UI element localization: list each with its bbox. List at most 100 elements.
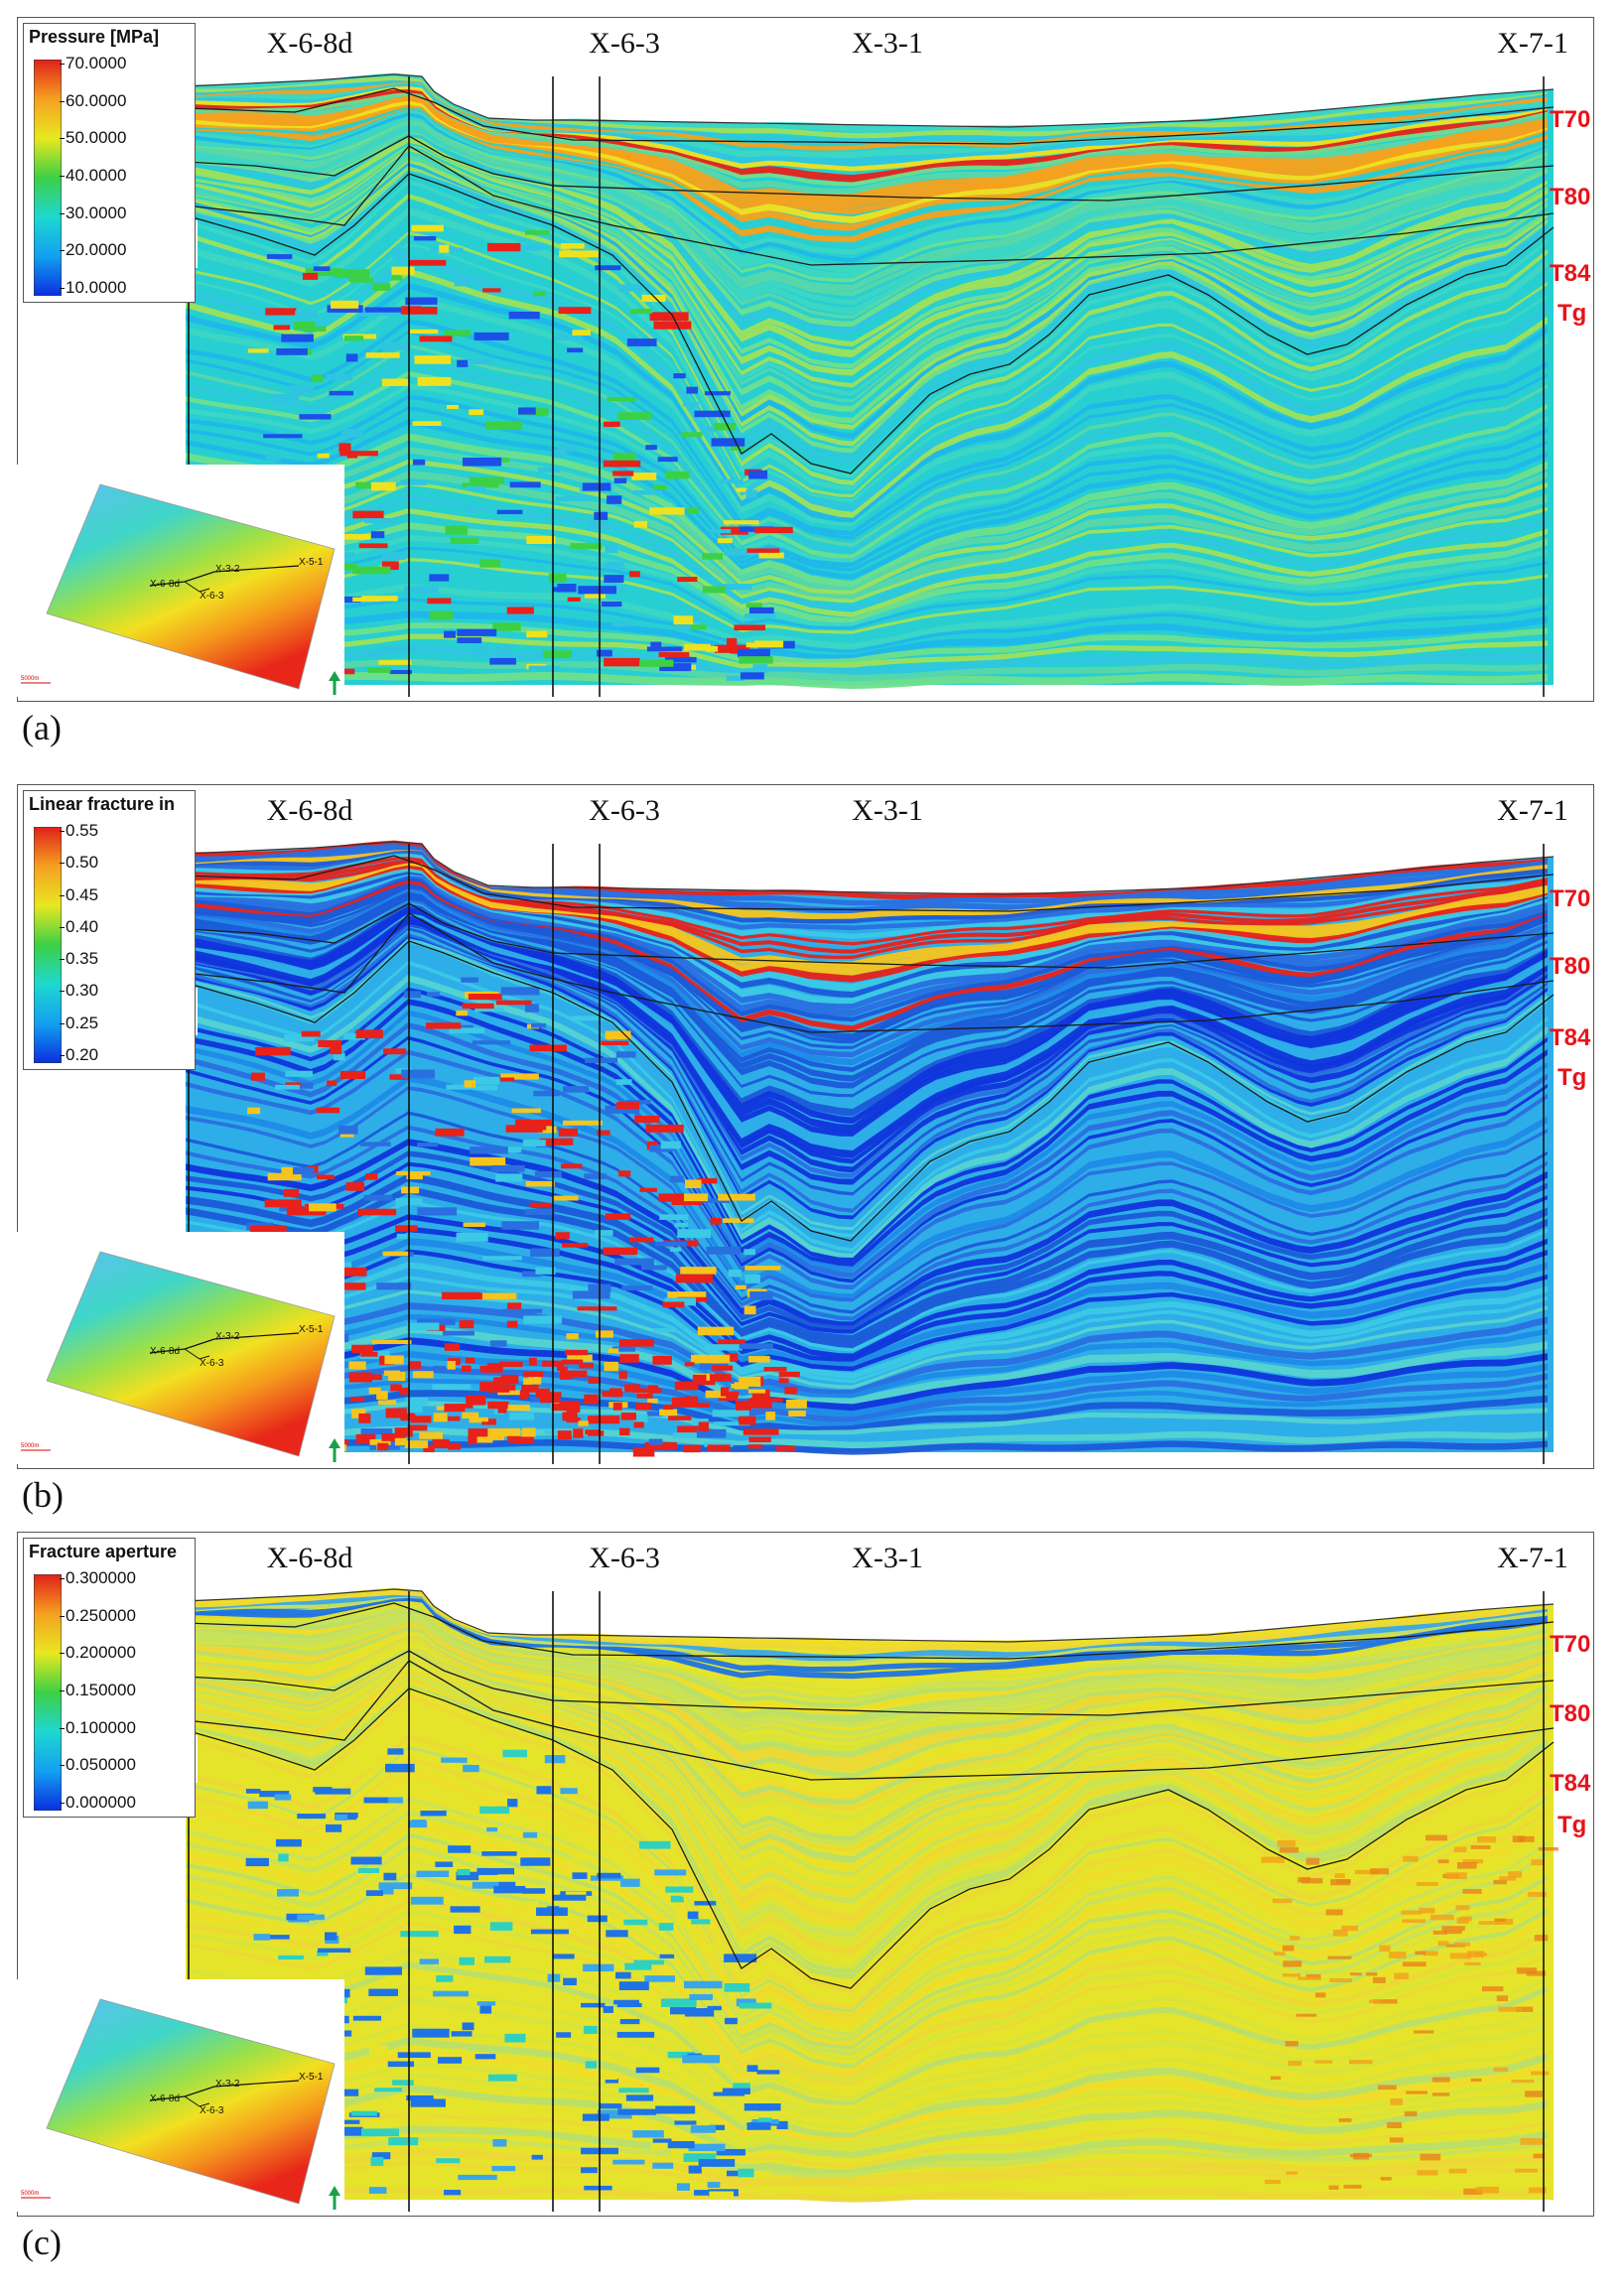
horizon-label-t84: T84 [1550, 1770, 1591, 1797]
horizon-line-tg [185, 940, 1555, 1242]
horizon-label-t84: T84 [1550, 1024, 1591, 1051]
legend-tick-label: 0.50 [59, 853, 99, 873]
seismic-section [185, 1587, 1558, 2212]
legend-gradient [34, 827, 62, 1063]
legend-tick-label: 50.0000 [59, 128, 127, 148]
legend-tick-label: 0.30 [59, 981, 99, 1001]
color-legend: Pressure [MPa] 70.0000 60.0000 50.0000 40.0… [23, 23, 196, 303]
legend-color-bar [34, 60, 62, 296]
well-label-x-6-3: X-6-3 [589, 794, 660, 827]
horizon-label-tg: Tg [1557, 1812, 1587, 1838]
seismic-section [185, 72, 1555, 697]
well-label-x-7-1: X-7-1 [1497, 794, 1568, 827]
color-legend: Fracture aperture 0.300000 0.250000 0.2000… [23, 1538, 196, 1818]
horizon-label-t84: T84 [1550, 260, 1591, 287]
well-label-x-6-8d: X-6-8d [266, 27, 353, 60]
inset-well-label: X-6-8d [150, 1346, 180, 1357]
legend-tick-label: 0.55 [59, 821, 99, 840]
inset-well-label: X-5-1 [299, 2072, 324, 2083]
legend-tick-label: 40.0000 [59, 166, 127, 185]
panel-letter-c: (c) [22, 2223, 62, 2262]
inset-location-map: X-3-2 X-5-1 X-6-8d X-6-3 5000m [11, 465, 344, 697]
horizon-label-t80: T80 [1550, 953, 1591, 980]
inset-map-surface [46, 1251, 336, 1457]
inset-well-label: X-5-1 [299, 557, 324, 568]
horizon-line-t70 [185, 855, 1555, 912]
inset-scale-text: 5000m [21, 1443, 39, 1449]
legend-tick-label: 10.0000 [59, 278, 127, 297]
seismic-section [185, 840, 1555, 1464]
horizon-label-t70: T70 [1550, 885, 1591, 912]
inset-well-label: X-6-8d [150, 579, 180, 590]
horizon-label-t70: T70 [1550, 106, 1591, 133]
inset-scale-text: 5000m [21, 676, 39, 682]
panel-b: X-6-8d X-6-3 X-3-1 X-7-1 T70 T80 T84 Tg … [11, 784, 1594, 1469]
well-label-x-6-3: X-6-3 [589, 1542, 660, 1574]
panel-letter-a: (a) [22, 708, 62, 747]
inset-location-map: X-3-2 X-5-1 X-6-8d X-6-3 5000m [11, 1232, 344, 1464]
north-arrow-icon [329, 2186, 340, 2210]
panel-a: X-6-8d X-6-3 X-3-1 X-7-1 T70 T80 T84 Tg … [11, 17, 1594, 702]
legend-tick-label: 70.0000 [59, 54, 127, 72]
well-label-x-3-1: X-3-1 [852, 794, 923, 827]
legend-tick-label: 30.0000 [59, 202, 127, 222]
horizon-line-tg [185, 173, 1555, 474]
inset-map-svg: X-3-2 X-5-1 X-6-8d X-6-3 5000m [21, 483, 340, 695]
inset-well-label: X-5-1 [299, 1324, 324, 1335]
inset-well-label: X-6-8d [150, 2093, 180, 2104]
legend-title: Pressure [MPa] [29, 27, 160, 47]
horizon-label-t80: T80 [1550, 1700, 1591, 1727]
inset-map-surface [46, 483, 336, 690]
legend-color-bar [34, 827, 62, 1063]
well-label-x-6-8d: X-6-8d [266, 1542, 353, 1574]
horizon-line-tg [185, 1688, 1555, 1989]
horizon-label-t80: T80 [1550, 184, 1591, 210]
panel-c: X-6-8d X-6-3 X-3-1 X-7-1 T70 T80 T84 Tg … [11, 1532, 1594, 2217]
legend-title: Linear fracture in [29, 794, 176, 814]
inset-well-label: X-3-2 [215, 2079, 240, 2090]
legend-tick-label: 0.100000 [60, 1717, 136, 1737]
legend-tick-label: 0.000000 [60, 1793, 136, 1812]
color-legend: Linear fracture in 0.55 0.50 0.45 0.40 0.35 0… [23, 790, 196, 1070]
inset-map-svg: X-3-2 X-5-1 X-6-8d X-6-3 5000m [21, 1998, 340, 2210]
well-label-x-6-3: X-6-3 [589, 27, 660, 60]
section-fill [186, 72, 1554, 689]
inset-well-label: X-6-3 [200, 2105, 224, 2116]
legend-gradient [34, 60, 62, 296]
horizon-label-tg: Tg [1557, 1064, 1587, 1091]
legend-tick-label: 0.25 [59, 1012, 99, 1032]
legend-tick-label: 60.0000 [59, 90, 127, 110]
legend-tick-label: 0.300000 [60, 1568, 136, 1587]
legend-tick-label: 0.20 [59, 1045, 99, 1064]
section-fill [186, 840, 1554, 1457]
inset-well-label: X-3-2 [215, 564, 240, 575]
legend-title: Fracture aperture [29, 1542, 178, 1561]
panel-letter-b: (b) [22, 1475, 64, 1515]
north-arrow-icon [329, 671, 340, 695]
inset-map-svg: X-3-2 X-5-1 X-6-8d X-6-3 5000m [21, 1251, 340, 1462]
legend-tick-label: 0.200000 [60, 1643, 136, 1663]
inset-well-label: X-3-2 [215, 1331, 240, 1342]
well-label-x-3-1: X-3-1 [852, 27, 923, 60]
legend-gradient [34, 1574, 62, 1811]
section-fill [186, 1587, 1558, 2203]
well-label-x-6-8d: X-6-8d [266, 794, 353, 827]
well-label-x-7-1: X-7-1 [1497, 27, 1568, 60]
legend-tick-label: 0.150000 [60, 1681, 136, 1699]
horizon-label-t70: T70 [1550, 1631, 1591, 1658]
horizon-line-t70 [185, 87, 1555, 145]
well-label-x-3-1: X-3-1 [852, 1542, 923, 1574]
legend-tick-label: 0.050000 [60, 1755, 136, 1775]
inset-scale-text: 5000m [21, 2191, 39, 2197]
legend-color-bar [34, 1574, 62, 1811]
inset-map-surface [46, 1998, 336, 2205]
inset-well-label: X-6-3 [200, 591, 224, 602]
north-arrow-icon [329, 1438, 340, 1462]
inset-location-map: X-3-2 X-5-1 X-6-8d X-6-3 5000m [11, 1979, 344, 2212]
legend-tick-label: 0.250000 [60, 1605, 136, 1625]
legend-tick-label: 0.45 [59, 884, 99, 904]
legend-tick-label: 20.0000 [59, 240, 127, 260]
legend-tick-label: 0.35 [59, 949, 99, 969]
horizon-label-tg: Tg [1557, 300, 1587, 327]
inset-well-label: X-6-3 [200, 1358, 224, 1369]
